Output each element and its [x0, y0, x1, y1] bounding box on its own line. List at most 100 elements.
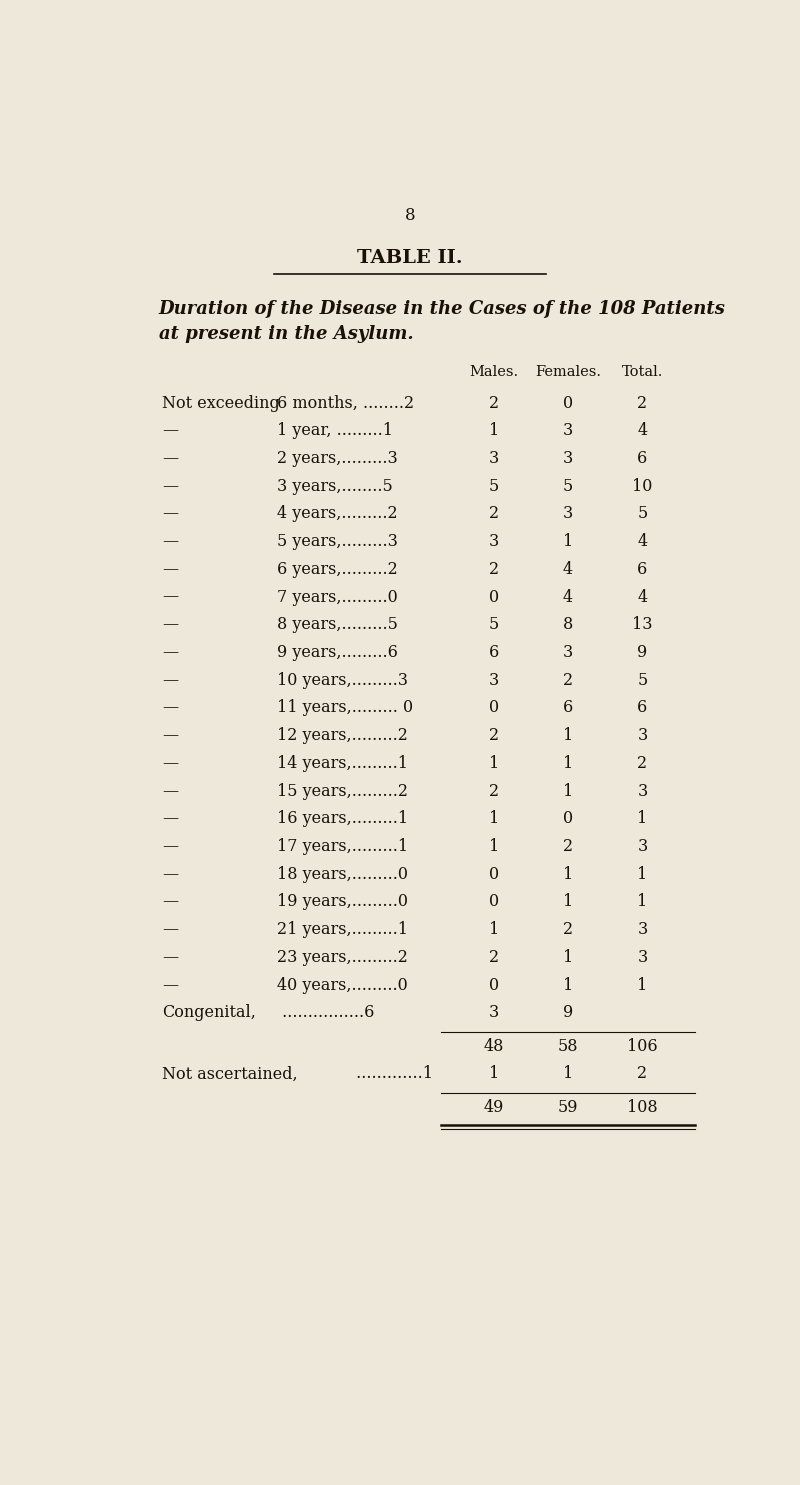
Text: 0: 0	[563, 811, 573, 827]
Text: 7 years,.........0: 7 years,.........0	[277, 588, 398, 606]
Text: 19 years,.........0: 19 years,.........0	[277, 894, 408, 910]
Text: 1: 1	[563, 977, 574, 993]
Text: 1: 1	[489, 811, 499, 827]
Text: —: —	[162, 949, 178, 965]
Text: 49: 49	[483, 1099, 504, 1115]
Text: 1: 1	[563, 894, 574, 910]
Text: 17 years,.........1: 17 years,.........1	[277, 838, 408, 855]
Text: —: —	[162, 561, 178, 578]
Text: 40 years,.........0: 40 years,.........0	[277, 977, 407, 993]
Text: 59: 59	[558, 1099, 578, 1115]
Text: 15 years,.........2: 15 years,.........2	[277, 783, 408, 799]
Text: —: —	[162, 728, 178, 744]
Text: 3: 3	[489, 533, 499, 549]
Text: 3: 3	[638, 949, 648, 965]
Text: 6: 6	[638, 699, 648, 716]
Text: 9: 9	[563, 1004, 574, 1022]
Text: 11 years,......... 0: 11 years,......... 0	[277, 699, 413, 716]
Text: at present in the Asylum.: at present in the Asylum.	[159, 325, 414, 343]
Text: 3: 3	[638, 838, 648, 855]
Text: Females.: Females.	[535, 365, 601, 379]
Text: 1: 1	[638, 811, 648, 827]
Text: 6: 6	[489, 644, 499, 661]
Text: —: —	[162, 811, 178, 827]
Text: Total.: Total.	[622, 365, 663, 379]
Text: —: —	[162, 699, 178, 716]
Text: 8: 8	[405, 206, 415, 224]
Text: 3 years,........5: 3 years,........5	[277, 478, 393, 495]
Text: 2: 2	[489, 561, 498, 578]
Text: 2: 2	[563, 838, 573, 855]
Text: Not exceeding: Not exceeding	[162, 395, 280, 411]
Text: 6 years,.........2: 6 years,.........2	[277, 561, 398, 578]
Text: 3: 3	[489, 671, 499, 689]
Text: 2: 2	[638, 1065, 647, 1083]
Text: 12 years,.........2: 12 years,.........2	[277, 728, 407, 744]
Text: 1: 1	[563, 1065, 574, 1083]
Text: 0: 0	[489, 866, 498, 882]
Text: —: —	[162, 588, 178, 606]
Text: 9 years,.........6: 9 years,.........6	[277, 644, 398, 661]
Text: 4: 4	[638, 588, 647, 606]
Text: —: —	[162, 866, 178, 882]
Text: —: —	[162, 505, 178, 523]
Text: —: —	[162, 921, 178, 939]
Text: —: —	[162, 671, 178, 689]
Text: 2: 2	[563, 671, 573, 689]
Text: 16 years,.........1: 16 years,.........1	[277, 811, 408, 827]
Text: 0: 0	[489, 894, 498, 910]
Text: 4: 4	[638, 422, 647, 440]
Text: 5: 5	[489, 478, 499, 495]
Text: —: —	[162, 977, 178, 993]
Text: 13: 13	[632, 616, 653, 633]
Text: —: —	[162, 783, 178, 799]
Text: 4: 4	[563, 561, 573, 578]
Text: 1: 1	[489, 422, 499, 440]
Text: 18 years,.........0: 18 years,.........0	[277, 866, 408, 882]
Text: Duration of the Disease in the Cases of the 108 Patients: Duration of the Disease in the Cases of …	[159, 300, 726, 318]
Text: TABLE II.: TABLE II.	[357, 248, 463, 266]
Text: 3: 3	[563, 450, 574, 466]
Text: 8 years,.........5: 8 years,.........5	[277, 616, 398, 633]
Text: ................6: ................6	[277, 1004, 374, 1022]
Text: 1: 1	[563, 728, 574, 744]
Text: —: —	[162, 644, 178, 661]
Text: 48: 48	[483, 1038, 504, 1054]
Text: 6: 6	[638, 450, 648, 466]
Text: 2: 2	[489, 728, 498, 744]
Text: 3: 3	[638, 728, 648, 744]
Text: 1: 1	[638, 894, 648, 910]
Text: —: —	[162, 478, 178, 495]
Text: 3: 3	[563, 644, 574, 661]
Text: .............1: .............1	[351, 1065, 433, 1083]
Text: 0: 0	[563, 395, 573, 411]
Text: —: —	[162, 838, 178, 855]
Text: 1: 1	[563, 783, 574, 799]
Text: 58: 58	[558, 1038, 578, 1054]
Text: 2: 2	[489, 395, 498, 411]
Text: 2: 2	[489, 949, 498, 965]
Text: 3: 3	[489, 1004, 499, 1022]
Text: 21 years,.........1: 21 years,.........1	[277, 921, 408, 939]
Text: 5: 5	[638, 505, 648, 523]
Text: —: —	[162, 616, 178, 633]
Text: 2: 2	[489, 505, 498, 523]
Text: 1: 1	[489, 838, 499, 855]
Text: 5: 5	[489, 616, 499, 633]
Text: 14 years,.........1: 14 years,.........1	[277, 754, 408, 772]
Text: 0: 0	[489, 977, 498, 993]
Text: 106: 106	[627, 1038, 658, 1054]
Text: 3: 3	[563, 422, 574, 440]
Text: 10 years,.........3: 10 years,.........3	[277, 671, 408, 689]
Text: 1: 1	[638, 977, 648, 993]
Text: 8: 8	[563, 616, 574, 633]
Text: 1: 1	[563, 949, 574, 965]
Text: 1: 1	[489, 754, 499, 772]
Text: Not ascertained,: Not ascertained,	[162, 1065, 298, 1083]
Text: Congenital,: Congenital,	[162, 1004, 256, 1022]
Text: 0: 0	[489, 699, 498, 716]
Text: 10: 10	[632, 478, 653, 495]
Text: 5: 5	[563, 478, 574, 495]
Text: 1: 1	[563, 533, 574, 549]
Text: 1 year, .........1: 1 year, .........1	[277, 422, 393, 440]
